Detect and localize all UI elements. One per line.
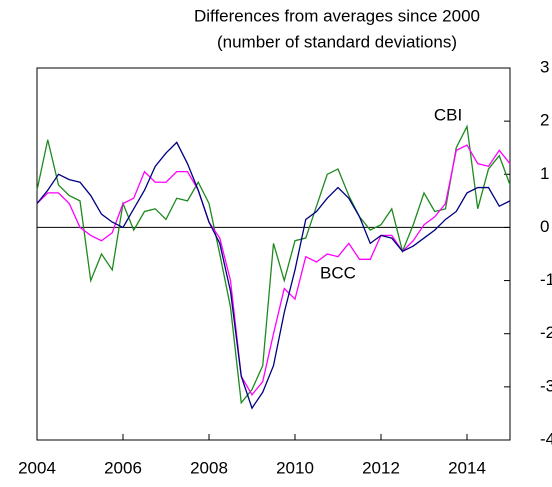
series-line [36,141,511,410]
series-label: CBI [434,105,462,124]
y-tick-label: 2 [540,111,549,130]
series-label: BCC [320,263,356,282]
chart-subtitle: (number of standard deviations) [217,32,457,51]
y-tick-label: -1 [540,270,552,289]
y-tick-label: -3 [540,376,552,395]
x-tick-label: 2012 [362,458,400,477]
x-tick-label: 2008 [190,458,228,477]
y-tick-label: -4 [540,429,552,448]
x-tick-label: 2006 [104,458,142,477]
x-tick-label: 2014 [448,458,486,477]
plot-frame [36,67,511,441]
x-tick-label: 2010 [276,458,314,477]
y-tick-label: 1 [540,164,549,183]
series-line [36,144,511,396]
y-tick-label: 0 [540,217,549,236]
x-tick-label: 2004 [18,458,56,477]
chart-title: Differences from averages since 2000 [194,6,480,25]
series-line [36,124,511,405]
y-tick-label: 3 [540,57,549,76]
y-tick-label: -2 [540,323,552,342]
